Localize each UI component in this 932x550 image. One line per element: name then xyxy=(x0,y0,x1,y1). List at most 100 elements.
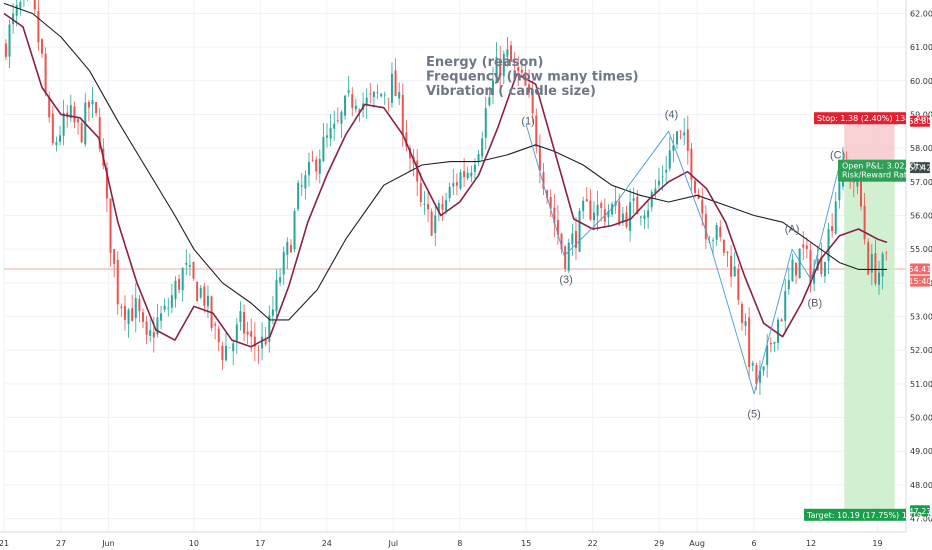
candle-body xyxy=(170,295,173,308)
candle-body xyxy=(434,215,437,234)
candle-body xyxy=(221,345,224,361)
series-line-slow-ma xyxy=(3,2,887,321)
candle-body xyxy=(823,262,826,277)
candle-body xyxy=(787,280,790,290)
price-axis[interactable]: 47.0048.0049.0050.0051.0052.0053.0054.00… xyxy=(905,0,932,550)
candle-body xyxy=(499,58,502,77)
candle-body xyxy=(333,123,336,129)
ratio-label: Risk/Reward Ratio: xyxy=(842,171,917,180)
candle-body xyxy=(408,148,411,159)
candle-body xyxy=(535,115,538,147)
candle-body xyxy=(463,171,466,178)
candle-body xyxy=(813,269,816,284)
candle-body xyxy=(185,262,188,265)
candle-body xyxy=(473,164,476,172)
price-badge xyxy=(910,275,930,287)
candle-body xyxy=(354,105,357,110)
candle-body xyxy=(654,188,657,193)
candle-body xyxy=(19,2,22,9)
candle-body xyxy=(329,128,332,139)
candle-body xyxy=(156,317,159,335)
candle-body xyxy=(697,194,700,199)
time-tick-label: 12 xyxy=(806,539,816,548)
wave-label: (A) xyxy=(785,223,800,235)
candle-body xyxy=(217,328,220,343)
candle-body xyxy=(214,323,217,326)
candle-body xyxy=(712,240,715,242)
candle-body xyxy=(657,180,660,186)
candle-body xyxy=(138,298,141,312)
price-badge-label: 58.80 xyxy=(909,117,932,126)
reward-zone xyxy=(844,167,895,511)
candle-body xyxy=(80,123,83,143)
candle-body xyxy=(387,98,390,100)
candle-body xyxy=(502,54,505,77)
candle-body xyxy=(376,92,379,94)
candle-body xyxy=(264,339,267,345)
candle-body xyxy=(163,305,166,310)
price-tick-label: 56.00 xyxy=(910,211,932,220)
candle-body xyxy=(127,309,130,324)
candle-body xyxy=(365,97,368,105)
candle-body xyxy=(326,135,329,138)
candle-body xyxy=(802,244,805,248)
candle-body xyxy=(282,251,285,275)
candle-body xyxy=(672,145,675,151)
candle-body xyxy=(178,278,181,290)
candle-body xyxy=(311,159,314,161)
candle-body xyxy=(863,205,866,240)
candle-body xyxy=(383,94,386,96)
candle-body xyxy=(719,226,722,238)
candle-body xyxy=(517,67,520,72)
candle-body xyxy=(766,345,769,366)
candle-body xyxy=(690,148,693,180)
candle-body xyxy=(275,279,278,312)
time-tick-label: Jul xyxy=(387,539,398,548)
candle-body xyxy=(452,183,455,187)
candle-body xyxy=(40,39,43,54)
candle-body xyxy=(827,229,830,262)
candle-body xyxy=(250,331,253,337)
price-tick-label: 59.00 xyxy=(910,110,932,119)
price-tick-label: 49.00 xyxy=(910,447,932,456)
candle-body xyxy=(683,132,686,136)
candle-body xyxy=(261,336,264,349)
price-tick-label: 60.00 xyxy=(910,77,932,86)
candle-body xyxy=(59,135,62,142)
price-badge-label: 54.41 xyxy=(909,265,932,274)
candle-body xyxy=(661,176,664,178)
candle-body xyxy=(315,159,318,172)
time-axis[interactable]: 21 27 Jun 10 17 24 Jul 8 15 22 29 Aug 6 12 19 xyxy=(0,531,932,550)
candle-body xyxy=(416,160,419,182)
candle-body xyxy=(203,286,206,306)
candle-body xyxy=(437,203,440,213)
candle-body xyxy=(12,13,15,25)
candle-body xyxy=(318,158,321,174)
time-tick-label: 29 xyxy=(654,539,664,548)
candle-body xyxy=(33,0,36,10)
candle-body xyxy=(715,225,718,240)
candle-body xyxy=(675,131,678,145)
candle-body xyxy=(62,112,65,136)
candle-body xyxy=(589,200,592,220)
candle-body xyxy=(632,198,635,201)
annotation-line: Frequency (how many times) xyxy=(426,70,639,85)
candle-body xyxy=(834,201,837,234)
candle-body xyxy=(571,233,574,245)
candle-body xyxy=(542,172,545,189)
candle-body xyxy=(398,92,401,99)
candle-body xyxy=(239,311,242,322)
candlesticks xyxy=(4,0,888,395)
candle-body xyxy=(149,330,152,337)
annotation-line: Vibration ( candle size) xyxy=(426,84,596,99)
candle-body xyxy=(300,185,303,187)
candle-body xyxy=(578,210,581,252)
candle-body xyxy=(722,239,725,253)
series-line-wave-lines xyxy=(525,124,840,395)
candle-body xyxy=(639,216,642,218)
candle-body xyxy=(44,53,47,94)
candle-body xyxy=(593,212,596,221)
candle-body xyxy=(268,315,271,342)
